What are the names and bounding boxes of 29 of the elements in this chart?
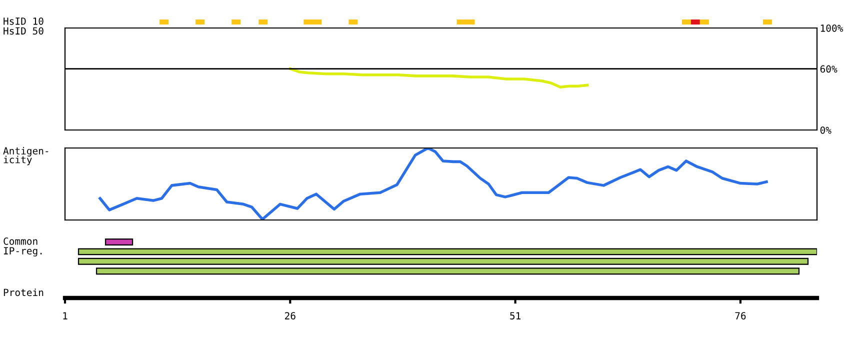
bar xyxy=(456,20,475,24)
bar xyxy=(232,20,241,24)
bar xyxy=(700,20,709,24)
category-label: HsID 10 xyxy=(4,17,44,25)
y-tick-label: 0% xyxy=(820,126,832,134)
bar xyxy=(96,268,800,275)
x-axis-title: Protein xyxy=(4,288,44,296)
x-tick-label: 51 xyxy=(510,312,520,320)
x-tick-label: 26 xyxy=(285,312,296,320)
category-label: IP-reg. xyxy=(4,247,42,256)
category-label: Common xyxy=(4,237,38,245)
bar xyxy=(762,20,772,24)
bar xyxy=(78,248,817,256)
bar xyxy=(304,20,322,24)
bar xyxy=(348,20,358,24)
y-tick-label: 100% xyxy=(820,24,844,32)
bar xyxy=(258,20,268,24)
bar xyxy=(196,20,205,24)
y-axis-title: Antigen- icity xyxy=(3,147,48,166)
x-tick-label: 76 xyxy=(735,312,746,320)
bar xyxy=(690,20,700,24)
line-series xyxy=(288,67,589,89)
y-tick-label: 60% xyxy=(820,65,838,73)
bar xyxy=(78,258,809,265)
bar xyxy=(160,20,169,24)
x-tick-label: 1 xyxy=(63,312,68,320)
bar xyxy=(682,20,691,24)
y-axis-title: HsID 50 xyxy=(4,27,44,35)
bar xyxy=(104,238,134,246)
